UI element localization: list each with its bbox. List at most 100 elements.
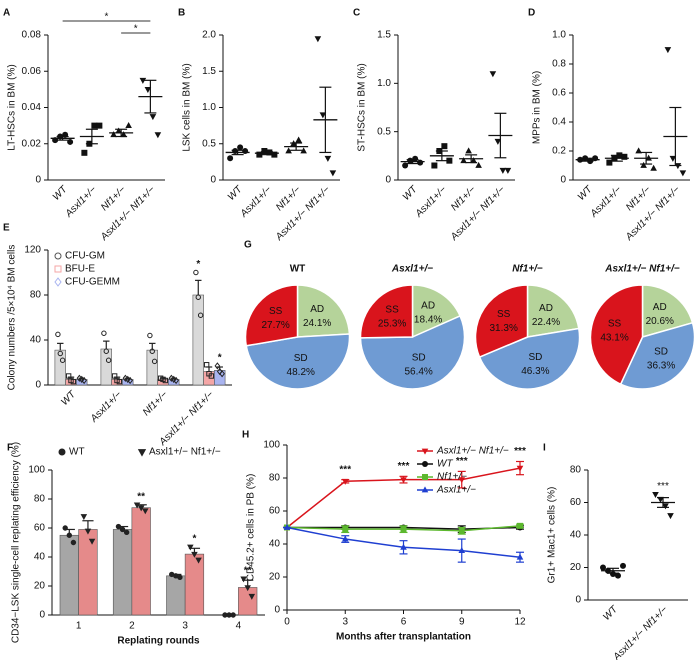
marker (261, 148, 268, 154)
bar (184, 553, 205, 616)
panel-label: B (178, 8, 185, 19)
y-tick-label: 120 (24, 245, 41, 256)
panel-label: I (543, 443, 546, 454)
bar (131, 507, 151, 616)
marker (240, 576, 247, 583)
bar (112, 529, 133, 616)
marker (615, 572, 621, 579)
significance: ** (137, 491, 145, 502)
marker (494, 138, 502, 145)
marker (139, 77, 147, 84)
marker (125, 122, 132, 129)
marker (103, 348, 109, 354)
marker (101, 330, 107, 336)
panel-label: G (244, 240, 252, 251)
y-tick-label: 80 (269, 473, 281, 484)
slice-label: SD (294, 353, 308, 364)
marker (341, 535, 349, 542)
significance: *** (339, 464, 351, 475)
y-tick-label: 20 (570, 562, 582, 573)
marker (431, 162, 438, 169)
marker (417, 159, 424, 166)
marker (208, 373, 215, 379)
x-tick-label: 0 (284, 617, 290, 628)
pie-slice (619, 321, 696, 390)
slice-label: SD (654, 346, 668, 357)
marker (195, 557, 202, 564)
panel-label: A (3, 8, 10, 19)
slice-label: SS (497, 309, 511, 320)
marker (422, 474, 428, 480)
y-tick-label: 0 (385, 175, 391, 186)
marker (193, 269, 199, 276)
marker (244, 585, 251, 592)
pie-slice (474, 284, 529, 359)
y-tick-label: 1.0 (202, 102, 216, 113)
y-tick-label: 60 (269, 506, 281, 517)
y-axis-label: ST-HSCs in BM (%) (357, 63, 368, 151)
bar (238, 587, 258, 616)
y-tick-label: 100 (28, 465, 45, 476)
marker (283, 523, 291, 530)
marker (256, 151, 263, 158)
marker (621, 153, 628, 160)
marker (80, 514, 88, 521)
significance: * (105, 12, 109, 23)
marker (421, 486, 429, 493)
marker (70, 378, 77, 385)
legend-label: CFU-GEMM (65, 277, 120, 288)
x-tick-label: Asxl1+/− Nf1+/− (98, 184, 157, 243)
slice-value: 20.6% (646, 316, 674, 327)
pie-slice (589, 284, 644, 386)
y-tick-label: 100 (263, 440, 280, 451)
marker (295, 136, 302, 143)
marker (81, 149, 88, 156)
y-tick-label: 0.8 (552, 59, 566, 70)
marker (187, 544, 194, 551)
marker (119, 526, 126, 533)
significance: *** (657, 481, 669, 492)
marker (620, 562, 626, 569)
marker (342, 526, 349, 533)
pie-slice (478, 327, 581, 390)
y-tick-label: 0.06 (22, 66, 42, 77)
slice-value: 25.3% (378, 319, 406, 330)
panel-label: F (7, 443, 13, 454)
x-tick-label: 9 (459, 617, 465, 628)
marker (55, 331, 61, 338)
x-tick-label: WT (59, 389, 78, 408)
y-tick-label: 20 (34, 581, 46, 592)
slice-value: 48.2% (287, 367, 315, 378)
y-tick-label: 20 (269, 572, 281, 583)
y-tick-label: 60 (570, 497, 582, 508)
marker (667, 513, 674, 520)
marker (242, 148, 249, 154)
x-tick-label: WT (51, 184, 70, 203)
marker (62, 525, 68, 531)
slice-value: 18.4% (414, 315, 442, 326)
marker (110, 131, 117, 138)
marker (195, 294, 201, 300)
bar (192, 294, 204, 386)
marker (314, 36, 322, 43)
marker (116, 378, 123, 385)
slice-label: SS (385, 305, 399, 316)
marker (88, 538, 96, 545)
marker (499, 167, 507, 174)
x-tick-label: Asxl1+/− (238, 184, 274, 220)
y-tick-label: 0.02 (22, 138, 42, 149)
marker (610, 571, 616, 577)
marker (600, 564, 606, 571)
x-tick-label: Asxl1+/− Nf1+/− (273, 184, 332, 243)
marker (341, 478, 349, 485)
bar (78, 529, 98, 616)
marker (66, 532, 73, 538)
pie-title: Nf1+/− (512, 264, 543, 275)
slice-label: SD (412, 353, 426, 364)
significance: * (134, 24, 138, 35)
marker (197, 312, 204, 318)
x-tick-label: Asxl1+/− (88, 389, 124, 425)
legend-label: Asxl1+/− Nf1+/− (149, 447, 221, 458)
x-tick-label: Nf1+/− (141, 389, 170, 418)
panel-label: D (528, 8, 535, 19)
